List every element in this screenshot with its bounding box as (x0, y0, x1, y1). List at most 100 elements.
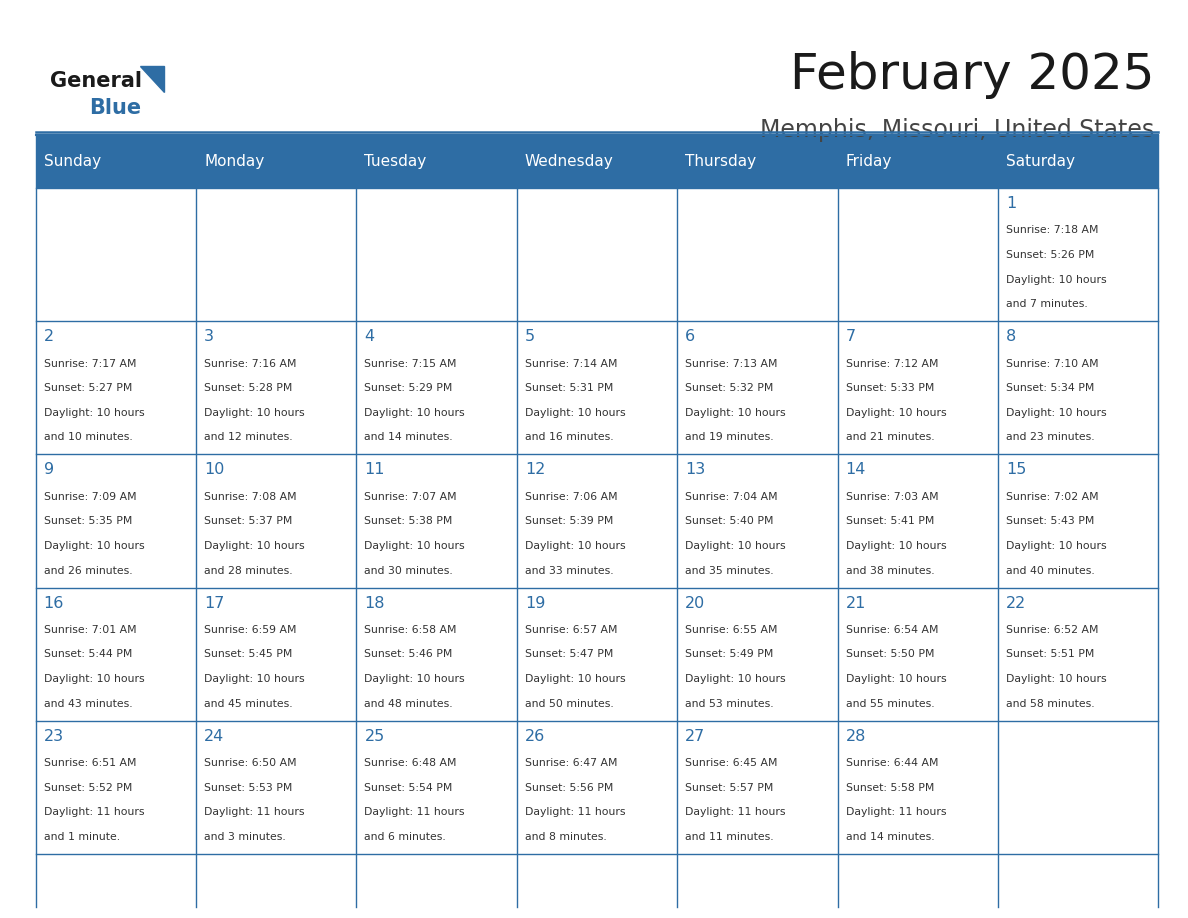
Text: and 43 minutes.: and 43 minutes. (44, 699, 132, 709)
Text: Daylight: 10 hours: Daylight: 10 hours (1006, 274, 1106, 285)
Text: Sunrise: 7:06 AM: Sunrise: 7:06 AM (525, 492, 618, 501)
Bar (838, 321, 998, 454)
Text: 27: 27 (685, 729, 706, 744)
Text: Daylight: 11 hours: Daylight: 11 hours (44, 807, 144, 817)
Text: Sunrise: 7:16 AM: Sunrise: 7:16 AM (204, 359, 297, 368)
Text: 16: 16 (44, 596, 64, 610)
Bar (998, 588, 1158, 721)
Bar (356, 721, 517, 854)
Text: 22: 22 (1006, 596, 1026, 610)
Bar (196, 188, 356, 321)
Text: and 6 minutes.: and 6 minutes. (365, 832, 447, 842)
Text: Daylight: 10 hours: Daylight: 10 hours (685, 541, 785, 551)
Text: Sunrise: 7:15 AM: Sunrise: 7:15 AM (365, 359, 457, 368)
Bar (356, 588, 517, 721)
Text: Sunset: 5:40 PM: Sunset: 5:40 PM (685, 516, 773, 526)
Text: Sunrise: 7:07 AM: Sunrise: 7:07 AM (365, 492, 457, 501)
Text: Sunset: 5:32 PM: Sunset: 5:32 PM (685, 383, 773, 393)
Text: 28: 28 (846, 729, 866, 744)
Text: Daylight: 11 hours: Daylight: 11 hours (204, 807, 304, 817)
Text: 15: 15 (1006, 463, 1026, 477)
Bar (998, 188, 1158, 321)
Text: and 3 minutes.: and 3 minutes. (204, 832, 286, 842)
Text: Sunset: 5:56 PM: Sunset: 5:56 PM (525, 782, 613, 792)
Text: Monday: Monday (204, 154, 264, 169)
Text: and 38 minutes.: and 38 minutes. (846, 565, 934, 576)
Text: Daylight: 10 hours: Daylight: 10 hours (365, 541, 465, 551)
Text: Sunrise: 6:54 AM: Sunrise: 6:54 AM (846, 625, 939, 634)
Text: and 1 minute.: and 1 minute. (44, 832, 120, 842)
Text: Sunrise: 6:44 AM: Sunrise: 6:44 AM (846, 758, 939, 767)
Bar (36, 135, 1158, 188)
Text: Daylight: 11 hours: Daylight: 11 hours (846, 807, 946, 817)
Text: Sunset: 5:54 PM: Sunset: 5:54 PM (365, 782, 453, 792)
Text: Sunrise: 6:52 AM: Sunrise: 6:52 AM (1006, 625, 1099, 634)
Text: Sunrise: 6:58 AM: Sunrise: 6:58 AM (365, 625, 457, 634)
Text: Daylight: 10 hours: Daylight: 10 hours (846, 541, 946, 551)
Bar (517, 188, 677, 321)
Text: Daylight: 10 hours: Daylight: 10 hours (204, 541, 304, 551)
Text: and 30 minutes.: and 30 minutes. (365, 565, 453, 576)
Text: Sunset: 5:57 PM: Sunset: 5:57 PM (685, 782, 773, 792)
Text: Sunrise: 6:47 AM: Sunrise: 6:47 AM (525, 758, 618, 767)
Text: Daylight: 10 hours: Daylight: 10 hours (685, 408, 785, 418)
Bar (517, 454, 677, 588)
Text: General: General (50, 71, 141, 91)
Text: Sunrise: 6:55 AM: Sunrise: 6:55 AM (685, 625, 778, 634)
Text: Sunset: 5:52 PM: Sunset: 5:52 PM (44, 782, 132, 792)
Bar (838, 588, 998, 721)
Text: Sunset: 5:28 PM: Sunset: 5:28 PM (204, 383, 292, 393)
Text: 19: 19 (525, 596, 545, 610)
Text: and 21 minutes.: and 21 minutes. (846, 432, 934, 442)
Text: and 14 minutes.: and 14 minutes. (846, 832, 934, 842)
Text: and 58 minutes.: and 58 minutes. (1006, 699, 1094, 709)
Text: and 45 minutes.: and 45 minutes. (204, 699, 292, 709)
Text: Memphis, Missouri, United States: Memphis, Missouri, United States (760, 118, 1155, 142)
Text: Sunset: 5:29 PM: Sunset: 5:29 PM (365, 383, 453, 393)
Text: Sunrise: 6:50 AM: Sunrise: 6:50 AM (204, 758, 297, 767)
Bar (998, 321, 1158, 454)
Text: Daylight: 10 hours: Daylight: 10 hours (525, 408, 625, 418)
Text: and 12 minutes.: and 12 minutes. (204, 432, 292, 442)
Bar (356, 188, 517, 321)
Bar (517, 321, 677, 454)
Text: Sunset: 5:27 PM: Sunset: 5:27 PM (44, 383, 132, 393)
Text: 26: 26 (525, 729, 545, 744)
Text: Sunset: 5:38 PM: Sunset: 5:38 PM (365, 516, 453, 526)
Text: Daylight: 11 hours: Daylight: 11 hours (365, 807, 465, 817)
Bar (677, 454, 838, 588)
Text: Sunrise: 6:57 AM: Sunrise: 6:57 AM (525, 625, 618, 634)
Text: Sunset: 5:47 PM: Sunset: 5:47 PM (525, 649, 613, 659)
Text: Daylight: 10 hours: Daylight: 10 hours (846, 408, 946, 418)
Text: Sunset: 5:50 PM: Sunset: 5:50 PM (846, 649, 934, 659)
Text: Sunset: 5:51 PM: Sunset: 5:51 PM (1006, 649, 1094, 659)
Text: Friday: Friday (846, 154, 892, 169)
Text: Sunrise: 7:12 AM: Sunrise: 7:12 AM (846, 359, 939, 368)
Text: and 11 minutes.: and 11 minutes. (685, 832, 773, 842)
Text: Daylight: 10 hours: Daylight: 10 hours (204, 674, 304, 684)
Text: Sunrise: 7:08 AM: Sunrise: 7:08 AM (204, 492, 297, 501)
Text: 3: 3 (204, 330, 214, 344)
Text: Daylight: 10 hours: Daylight: 10 hours (1006, 541, 1106, 551)
Text: Daylight: 10 hours: Daylight: 10 hours (44, 408, 144, 418)
Text: Sunday: Sunday (44, 154, 101, 169)
Text: Daylight: 10 hours: Daylight: 10 hours (365, 408, 465, 418)
Bar (998, 721, 1158, 854)
Text: and 40 minutes.: and 40 minutes. (1006, 565, 1094, 576)
Bar (677, 188, 838, 321)
Text: Sunset: 5:39 PM: Sunset: 5:39 PM (525, 516, 613, 526)
Text: and 16 minutes.: and 16 minutes. (525, 432, 613, 442)
Bar (677, 721, 838, 854)
Text: February 2025: February 2025 (790, 51, 1155, 99)
Bar (36, 721, 196, 854)
Text: Sunset: 5:33 PM: Sunset: 5:33 PM (846, 383, 934, 393)
Text: Daylight: 10 hours: Daylight: 10 hours (365, 674, 465, 684)
Bar (998, 454, 1158, 588)
Text: Sunrise: 6:51 AM: Sunrise: 6:51 AM (44, 758, 137, 767)
Text: 1: 1 (1006, 196, 1016, 211)
Text: Sunset: 5:26 PM: Sunset: 5:26 PM (1006, 250, 1094, 260)
Bar (677, 588, 838, 721)
Text: 12: 12 (525, 463, 545, 477)
Text: Daylight: 10 hours: Daylight: 10 hours (1006, 408, 1106, 418)
Text: Sunset: 5:34 PM: Sunset: 5:34 PM (1006, 383, 1094, 393)
